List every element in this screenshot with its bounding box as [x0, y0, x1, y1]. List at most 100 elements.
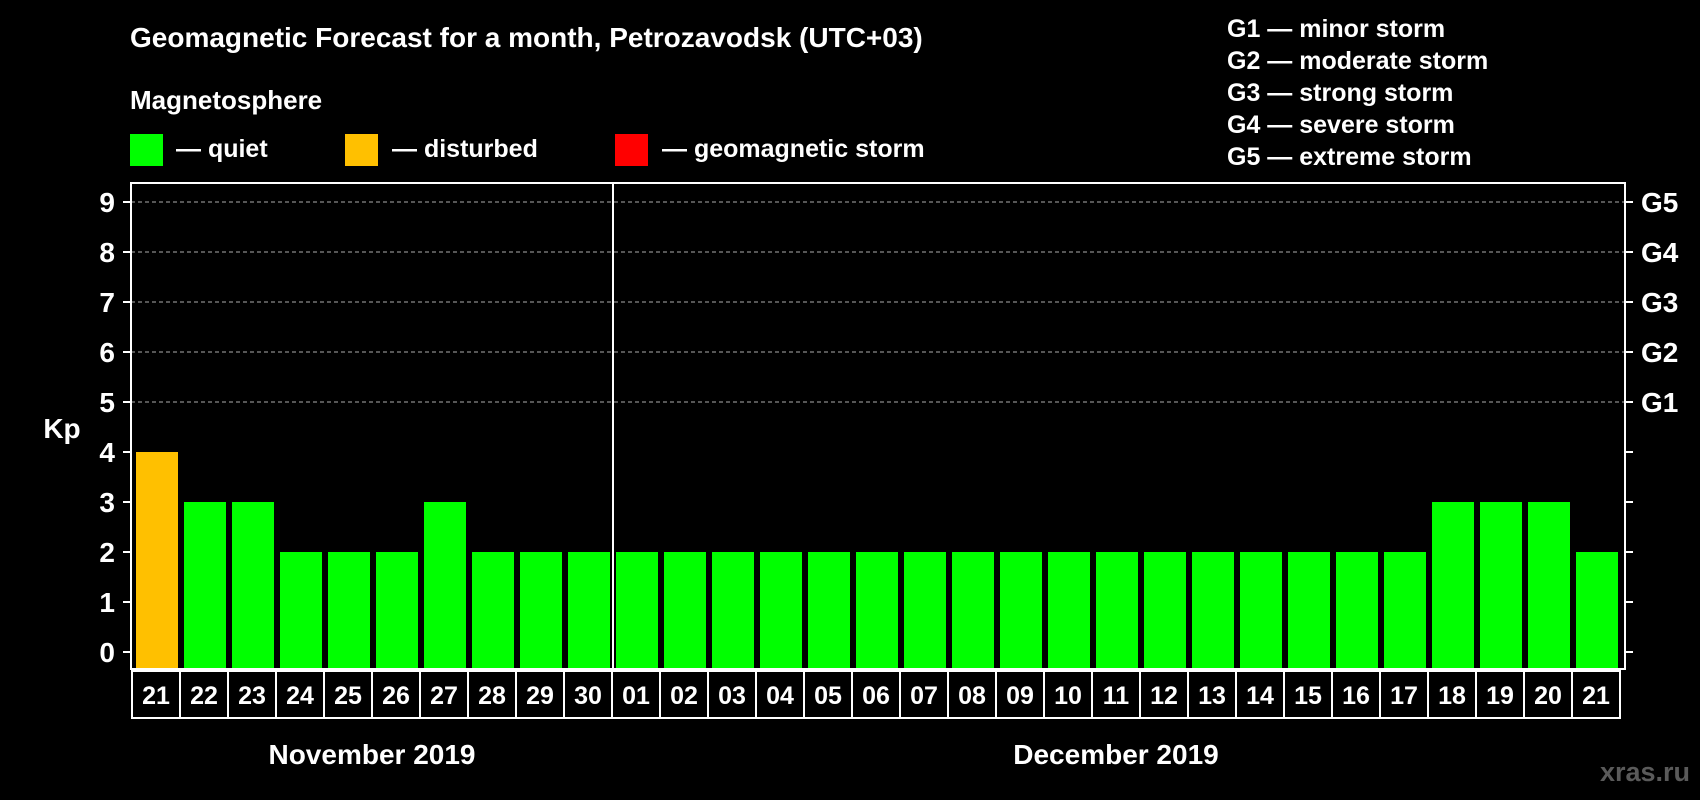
right-tick-label-G3: G3: [1641, 287, 1678, 318]
day-label-17: 08: [958, 682, 986, 710]
bars: [136, 452, 1618, 669]
y-tick-label-5: 5: [99, 387, 115, 418]
right-tick-label-G4: G4: [1641, 237, 1679, 268]
legend-swatch-disturbed: [345, 134, 378, 166]
day-label-15: 06: [862, 682, 890, 710]
day-label-6: 27: [430, 682, 458, 710]
bar-8: [520, 552, 562, 669]
bar-26: [1384, 552, 1426, 669]
bar-30: [1576, 552, 1618, 669]
y-tick-label-0: 0: [99, 637, 115, 668]
right-tick-label-G5: G5: [1641, 187, 1678, 218]
plot-frame: [130, 182, 1626, 670]
bar-3: [280, 552, 322, 669]
legend-label-storm: — geomagnetic storm: [662, 135, 925, 163]
day-label-11: 02: [670, 682, 698, 710]
day-label-5: 26: [382, 682, 410, 710]
watermark: xras.ru: [1600, 757, 1690, 787]
bar-14: [808, 552, 850, 669]
y-tick-label-6: 6: [99, 337, 115, 368]
day-label-7: 28: [478, 682, 506, 710]
day-label-1: 22: [190, 682, 218, 710]
day-label-0: 21: [142, 682, 170, 710]
day-label-29: 20: [1534, 682, 1562, 710]
y-tick-label-3: 3: [99, 487, 115, 518]
day-label-9: 30: [574, 682, 602, 710]
bar-28: [1480, 502, 1522, 669]
y-tick-label-4: 4: [99, 437, 115, 468]
day-label-25: 16: [1342, 682, 1370, 710]
bar-1: [184, 502, 226, 669]
bar-5: [376, 552, 418, 669]
y-tick-label-1: 1: [99, 587, 115, 618]
day-label-19: 10: [1054, 682, 1082, 710]
storm-legend: G1 — minor storm G2 — moderate storm G3 …: [1227, 15, 1488, 171]
bar-4: [328, 552, 370, 669]
bar-15: [856, 552, 898, 669]
day-label-14: 05: [814, 682, 842, 710]
bar-12: [712, 552, 754, 669]
chart-subtitle: Magnetosphere: [130, 85, 322, 115]
day-label-21: 12: [1150, 682, 1178, 710]
bar-16: [904, 552, 946, 669]
bar-11: [664, 552, 706, 669]
day-label-22: 13: [1198, 682, 1226, 710]
y-tick-label-8: 8: [99, 237, 115, 268]
right-tick-label-G1: G1: [1641, 387, 1678, 418]
bar-19: [1048, 552, 1090, 669]
status-legend: — quiet — disturbed — geomagnetic storm: [130, 134, 925, 166]
bar-24: [1288, 552, 1330, 669]
bar-20: [1096, 552, 1138, 669]
chart-title: Geomagnetic Forecast for a month, Petroz…: [130, 22, 923, 53]
bar-6: [424, 502, 466, 669]
bar-9: [568, 552, 610, 669]
day-axis: 21 22 23 24 25 26 27 28 29 30 01 02 03 04 05 06 07 08 09 10…: [131, 670, 1621, 719]
legend-label-quiet: — quiet: [176, 135, 268, 163]
bar-22: [1192, 552, 1234, 669]
y-tick-label-2: 2: [99, 537, 115, 568]
day-label-20: 11: [1103, 682, 1130, 710]
day-label-26: 17: [1390, 682, 1418, 710]
right-tick-label-G2: G2: [1641, 337, 1678, 368]
storm-legend-g3: G3 — strong storm: [1227, 79, 1453, 107]
bar-10: [616, 552, 658, 669]
day-label-10: 01: [622, 682, 650, 710]
storm-legend-g2: G2 — moderate storm: [1227, 47, 1488, 75]
bar-13: [760, 552, 802, 669]
bar-7: [472, 552, 514, 669]
bar-25: [1336, 552, 1378, 669]
left-axis: 0 1 2 3 4 5 6 7 8 9: [99, 187, 131, 668]
bar-2: [232, 502, 274, 669]
month-labels: November 2019 December 2019: [268, 739, 1218, 770]
day-label-4: 25: [334, 682, 362, 710]
day-cell-30: [1571, 670, 1621, 719]
y-tick-label-7: 7: [99, 287, 115, 318]
day-label-12: 03: [718, 682, 746, 710]
legend-swatch-storm: [615, 134, 648, 166]
bar-23: [1240, 552, 1282, 669]
storm-legend-g1: G1 — minor storm: [1227, 15, 1445, 43]
plot-border: [130, 182, 1626, 670]
month-label-0: November 2019: [268, 739, 475, 770]
gridlines: [131, 201, 1625, 403]
y-tick-label-9: 9: [99, 187, 115, 218]
day-label-16: 07: [910, 682, 938, 710]
day-label-28: 19: [1486, 682, 1514, 710]
right-axis: G1 G2 G3 G4 G5: [1625, 187, 1679, 653]
bar-29: [1528, 502, 1570, 669]
y-axis-label: Kp: [43, 413, 80, 444]
bar-17: [952, 552, 994, 669]
day-label-27: 18: [1438, 682, 1466, 710]
day-label-8: 29: [526, 682, 554, 710]
legend-swatch-quiet: [130, 134, 163, 166]
legend-label-disturbed: — disturbed: [392, 135, 538, 163]
day-label-23: 14: [1246, 682, 1274, 710]
day-label-24: 15: [1294, 682, 1322, 710]
bar-27: [1432, 502, 1474, 669]
day-label-18: 09: [1006, 682, 1034, 710]
storm-legend-g4: G4 — severe storm: [1227, 111, 1455, 139]
bar-21: [1144, 552, 1186, 669]
day-label-2: 23: [238, 682, 266, 710]
bar-0: [136, 452, 178, 669]
